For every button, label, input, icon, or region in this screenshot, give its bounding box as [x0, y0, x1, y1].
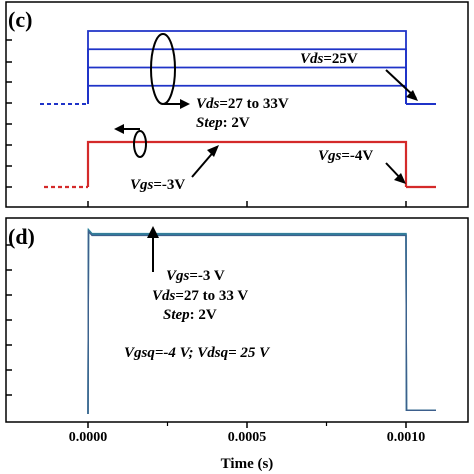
panel-c-vgs-low-val: =-4V — [341, 148, 373, 164]
panel-c-vds-fixed-val: =25V — [323, 51, 358, 67]
panel-d-label: (d) — [8, 224, 35, 249]
current-pulse-4 — [87, 229, 436, 415]
vgs-low-arrowhead — [394, 173, 406, 184]
panel-c-vgs-low-var: Vgs — [318, 148, 342, 164]
panel-d-frame — [5, 217, 469, 423]
panel-d-vds-annotation: Vds=27 to 33 V — [152, 288, 248, 304]
panel-c-label: (c) — [8, 7, 32, 32]
vds-range-arrowhead — [180, 99, 190, 109]
panel-d-vgs-var: Vgs — [166, 268, 190, 284]
vgs-left-arrowhead — [114, 124, 124, 134]
panel-c-vds-range-val: =27 to 33V — [219, 96, 289, 112]
x-axis-label: Time (s) — [221, 456, 274, 472]
panel-c-vgs-high-annotation: Vgs=-3V — [130, 177, 185, 193]
panel-c-vds-fixed-annotation: Vds=25V — [300, 51, 358, 67]
vds-pulse-33 — [87, 30, 407, 104]
panel-c-frame — [5, 1, 469, 208]
panel-d-vds-var: Vds — [152, 288, 176, 304]
panel-d-vds-val: =27 to 33 V — [175, 288, 248, 304]
x-tick-label-1: 0.0005 — [228, 430, 267, 445]
panel-d-plot — [87, 227, 436, 415]
panel-c-vds-fixed-var: Vds — [300, 51, 324, 67]
panel-d-arrow — [147, 226, 159, 272]
panel-d-step-var: Step — [163, 307, 190, 323]
panel-d-up-arrowhead — [147, 226, 159, 238]
tick-marks — [6, 39, 407, 428]
panel-c-step-annotation: Step: 2V — [196, 115, 250, 131]
vds-fixed-arrowhead — [406, 90, 418, 101]
panel-c-plot — [40, 30, 436, 189]
vgs-pulse — [86, 140, 408, 187]
panel-d-step-val: : 2V — [190, 307, 217, 323]
current-pulse-3 — [87, 228, 436, 415]
panel-d-vgs-val: =-3 V — [189, 268, 225, 284]
panel-c-vgs-low-annotation: Vgs=-4V — [318, 148, 373, 164]
panel-c-vds-range-var: Vds — [196, 96, 220, 112]
panel-c-step-val: : 2V — [223, 115, 250, 131]
vds-group-ellipse — [150, 33, 176, 105]
panel-d-vgs-annotation: Vgs=-3 V — [166, 268, 225, 284]
panel-c-vgs-high-var: Vgs — [130, 177, 154, 193]
vgs-ellipse — [133, 130, 147, 158]
x-tick-label-0: 0.0000 — [69, 430, 108, 445]
vgs-high-arrowhead — [207, 145, 219, 157]
x-tick-label-2: 0.0010 — [387, 430, 426, 445]
panel-c-vgs-high-val: =-3V — [153, 177, 185, 193]
panel-d-quiescent-annotation: Vgsq=-4 V; Vdsq= 25 V — [124, 345, 271, 361]
current-pulse-2 — [87, 228, 436, 415]
current-pulse-1 — [87, 227, 436, 415]
panel-c-arrows — [114, 33, 418, 184]
panel-c-step-var: Step — [196, 115, 223, 131]
panel-c-vds-range-annotation: Vds=27 to 33V — [196, 96, 289, 112]
panel-d-step-annotation: Step: 2V — [163, 307, 217, 323]
